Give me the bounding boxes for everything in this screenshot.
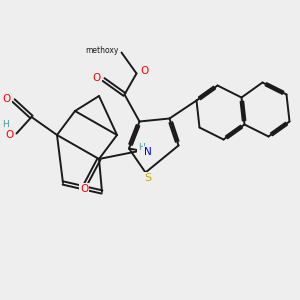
Text: O: O [140,66,148,76]
Text: H: H [2,120,9,129]
Text: S: S [144,173,152,183]
Text: methoxy: methoxy [85,46,118,55]
Text: O: O [3,94,11,104]
Text: N: N [144,147,152,157]
Text: H: H [138,143,145,152]
Text: O: O [80,184,88,194]
Text: O: O [93,73,101,83]
Text: methyl: methyl [85,45,114,54]
Text: O: O [6,130,14,140]
